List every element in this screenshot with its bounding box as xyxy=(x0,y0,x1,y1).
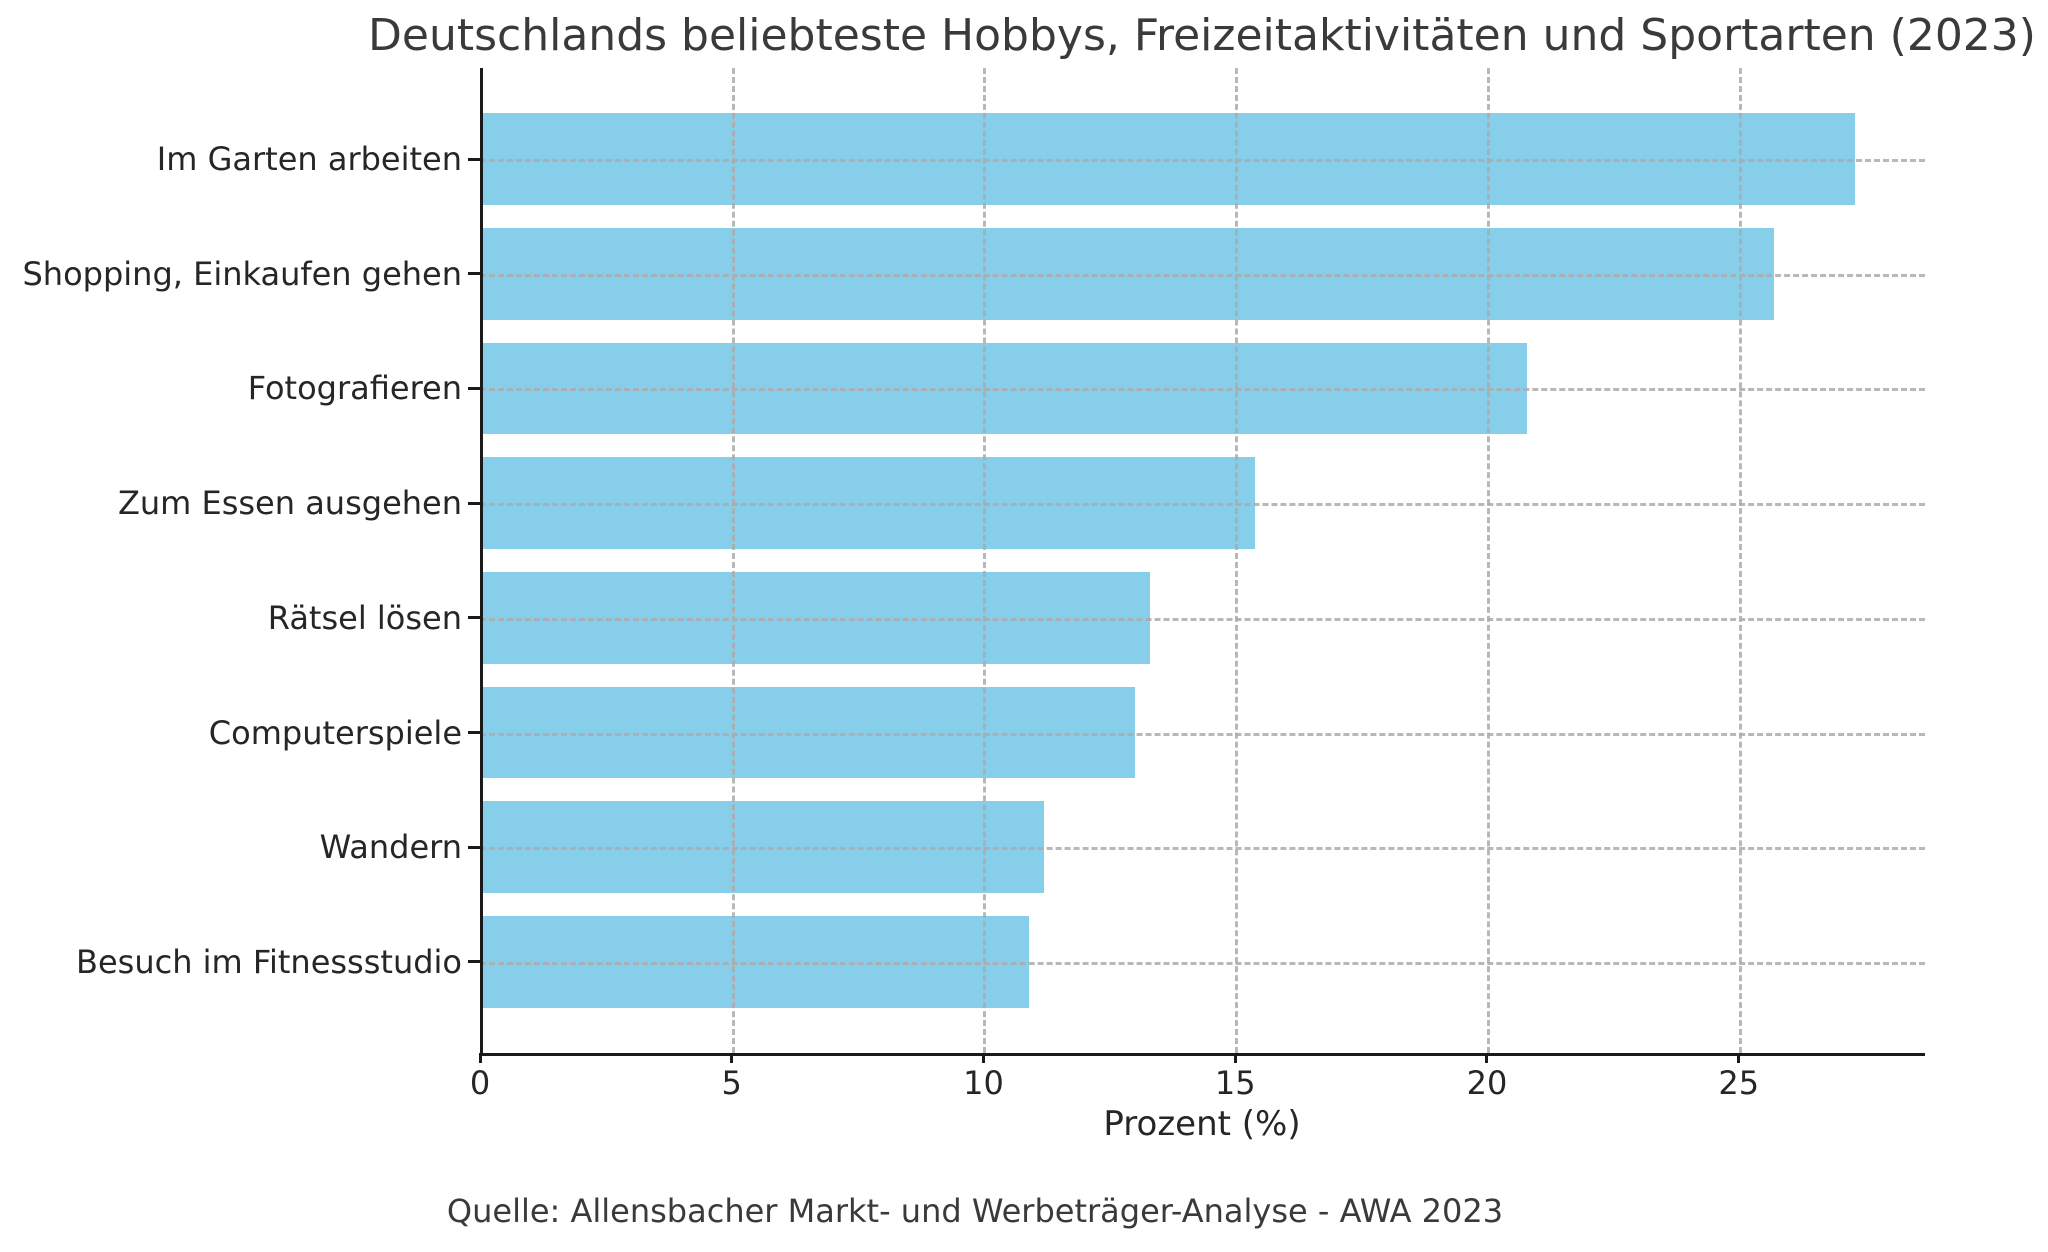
x-axis-title: Prozent (%) xyxy=(1103,1104,1301,1144)
x-tick-mark-5 xyxy=(730,1053,734,1063)
y-tick-label: Fotografieren xyxy=(247,369,462,408)
hgridline-4 xyxy=(480,617,1925,621)
y-tick-mark-5 xyxy=(468,731,480,734)
x-tick-mark-25 xyxy=(1737,1053,1741,1063)
bar-5 xyxy=(480,686,1135,779)
chart-title: Deutschlands beliebteste Hobbys, Freizei… xyxy=(368,10,2036,61)
bar-0 xyxy=(480,113,1855,206)
x-tick-label: 10 xyxy=(963,1064,1004,1102)
hgridline-1 xyxy=(480,273,1925,277)
hgridline-0 xyxy=(480,159,1925,163)
y-tick-mark-3 xyxy=(468,501,480,505)
hgridline-6 xyxy=(480,847,1925,851)
y-tick-mark-0 xyxy=(468,157,480,161)
hgridline-2 xyxy=(480,388,1925,392)
y-tick-label: Im Garten arbeiten xyxy=(156,140,462,179)
y-tick-mark-4 xyxy=(468,616,480,620)
hgridline-5 xyxy=(480,732,1925,736)
y-tick-label: Computerspiele xyxy=(208,713,462,752)
vgridline-25 xyxy=(1738,68,1742,1053)
bar-1 xyxy=(480,227,1774,320)
vgridline-5 xyxy=(731,68,735,1053)
x-tick-label: 20 xyxy=(1466,1064,1508,1102)
hgridline-7 xyxy=(480,961,1925,965)
x-tick-label: 5 xyxy=(721,1064,742,1102)
plot-area xyxy=(468,68,1925,1063)
x-tick-label: 0 xyxy=(469,1064,491,1102)
y-tick-label: Zum Essen ausgehen xyxy=(117,484,462,523)
x-axis-spine xyxy=(480,1053,1925,1056)
vgridline-15 xyxy=(1235,68,1239,1053)
x-tick-label: 15 xyxy=(1214,1064,1256,1102)
y-tick-label: Shopping, Einkaufen gehen xyxy=(22,254,462,293)
hgridline-3 xyxy=(480,503,1925,507)
source-note: Quelle: Allensbacher Markt- und Werbeträ… xyxy=(446,1192,1504,1230)
x-tick-mark-0 xyxy=(478,1053,482,1063)
x-tick-mark-20 xyxy=(1485,1053,1489,1063)
y-tick-label: Wandern xyxy=(319,828,462,867)
x-tick-mark-10 xyxy=(981,1053,985,1063)
y-tick-mark-2 xyxy=(468,386,480,390)
x-tick-mark-15 xyxy=(1233,1053,1237,1063)
y-tick-label: Besuch im Fitnessstudio xyxy=(76,942,462,981)
y-axis-spine xyxy=(480,68,483,1053)
y-tick-mark-1 xyxy=(468,272,480,276)
y-tick-label: Rätsel lösen xyxy=(267,598,462,637)
vgridline-10 xyxy=(983,68,987,1053)
bar-4 xyxy=(480,571,1150,664)
y-tick-mark-6 xyxy=(468,845,480,849)
x-tick-label: 25 xyxy=(1718,1064,1760,1102)
vgridline-20 xyxy=(1486,68,1490,1053)
y-tick-mark-7 xyxy=(468,960,480,964)
